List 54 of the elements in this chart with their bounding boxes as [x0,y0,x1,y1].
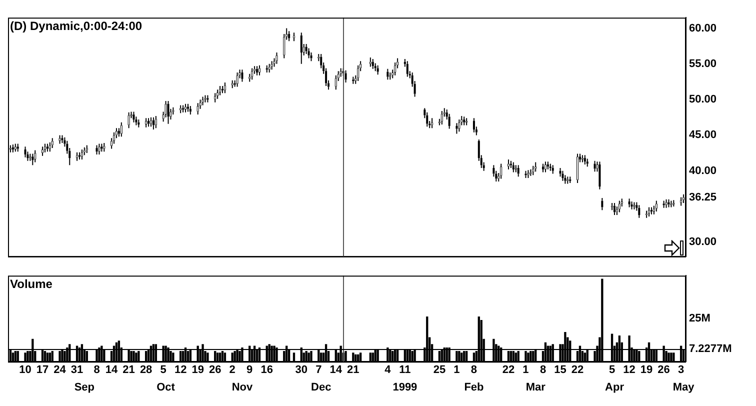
x-tick-label: 24 [54,364,67,376]
x-tick-label: 3 [678,364,684,376]
x-tick-label: 7 [316,364,322,376]
x-tick-label: 14 [330,364,343,376]
x-tick-label: 8 [94,364,100,376]
x-tick-label: 12 [623,364,636,376]
x2-tick-label: Nov [232,381,254,394]
x-tick-label: 31 [70,364,84,376]
x-tick-label: 28 [140,364,152,376]
y-tick-label: 7.2277M [689,343,732,356]
x-tick-label: 5 [608,364,616,376]
y-tick-label: 55.00 [689,58,717,70]
x-tick-label: 9 [246,364,253,376]
y-tick-label: 45.00 [689,129,717,142]
x-tick-label: 8 [470,364,478,376]
chart-title: (D) Dynamic,0:00-24:00 [10,18,142,33]
x2-tick-label: 1999 [392,381,418,394]
x-tick-label: 16 [260,364,273,376]
x-tick-label: 11 [399,364,411,376]
x-tick-label: 14 [105,364,119,376]
x2-tick-label: Oct [156,381,176,394]
x-tick-label: 15 [554,364,566,376]
y-tick-label: 25M [689,312,710,325]
x-tick-label: 10 [19,364,32,376]
x-tick-label: 4 [384,364,392,376]
x-tick-label: 1 [454,364,460,376]
x-tick-label: 1 [522,364,529,376]
y-tick-label: 40.00 [689,164,717,177]
y-tick-label: 30.00 [689,236,717,248]
x-tick-label: 30 [295,364,308,376]
x2-tick-label: May [672,381,696,394]
x2-tick-label: Sep [74,381,95,394]
x2-tick-label: Mar [526,381,546,394]
x-tick-label: 17 [36,364,49,376]
x-tick-label: 22 [502,364,515,376]
x2-tick-label: Apr [605,381,625,394]
y-tick-label: 60.00 [689,22,717,34]
x-tick-label: 12 [174,364,187,376]
x-tick-label: 25 [433,364,446,376]
x-tick-label: 19 [192,364,204,376]
x-tick-label: 22 [571,364,584,376]
x-tick-label: 5 [160,364,166,376]
x-tick-label: 8 [540,364,546,376]
x-tick-label: 19 [640,364,653,376]
x-tick-label: 26 [208,364,222,376]
x-tick-label: 2 [229,364,236,376]
x-tick-label: 21 [122,364,135,376]
x-tick-label: 21 [347,364,360,376]
y-tick-label: 36.25 [689,192,717,204]
x2-tick-label: Feb [464,381,484,394]
chart-title: Volume [10,276,53,291]
y-tick-label: 50.00 [689,94,717,106]
x2-tick-label: Dec [311,381,332,394]
x-tick-label: 26 [658,364,670,376]
